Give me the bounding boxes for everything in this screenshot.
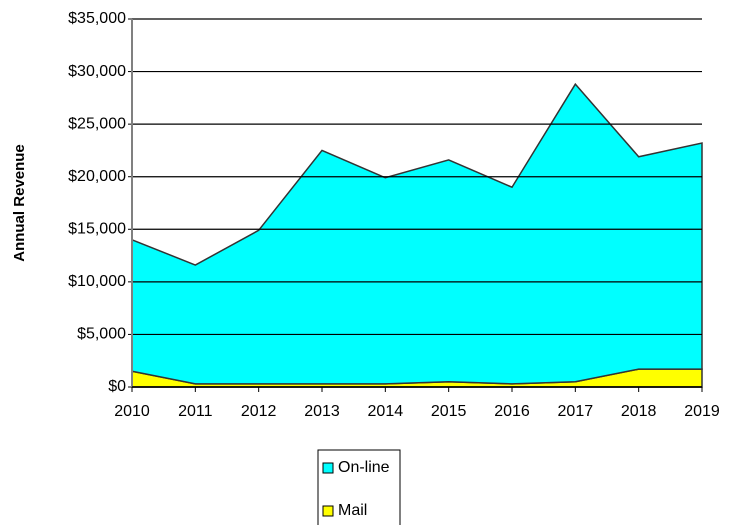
area — [131, 82, 703, 385]
y-tick-label: $20,000 — [68, 168, 126, 185]
legend-label: Mail — [338, 502, 367, 519]
x-tick-label: 2016 — [494, 403, 530, 420]
y-tick-label: $0 — [108, 378, 126, 395]
x-tick-label: 2010 — [114, 403, 150, 420]
x-tick-label: 2014 — [368, 403, 404, 420]
x-tick-label: 2011 — [178, 403, 213, 420]
y-tick-label: $30,000 — [68, 63, 126, 80]
y-tick-label: $25,000 — [68, 115, 126, 132]
x-tick-label: 2015 — [431, 403, 467, 420]
x-tick-label: 2012 — [241, 403, 277, 420]
legend-swatch — [322, 505, 334, 517]
y-tick-label: $10,000 — [68, 273, 126, 290]
y-tick-label: $35,000 — [68, 10, 126, 27]
x-tick-label: 2018 — [621, 403, 657, 420]
x-tick-label: 2017 — [558, 403, 594, 420]
y-tick-label: $15,000 — [68, 221, 126, 238]
x-tick-label: 2019 — [684, 403, 720, 420]
y-tick-label: $5,000 — [77, 326, 126, 343]
y-axis-label: Annual Revenue — [11, 144, 28, 262]
legend-label: On-line — [338, 459, 390, 476]
x-tick-label: 2013 — [304, 403, 340, 420]
legend-swatch — [322, 462, 334, 474]
